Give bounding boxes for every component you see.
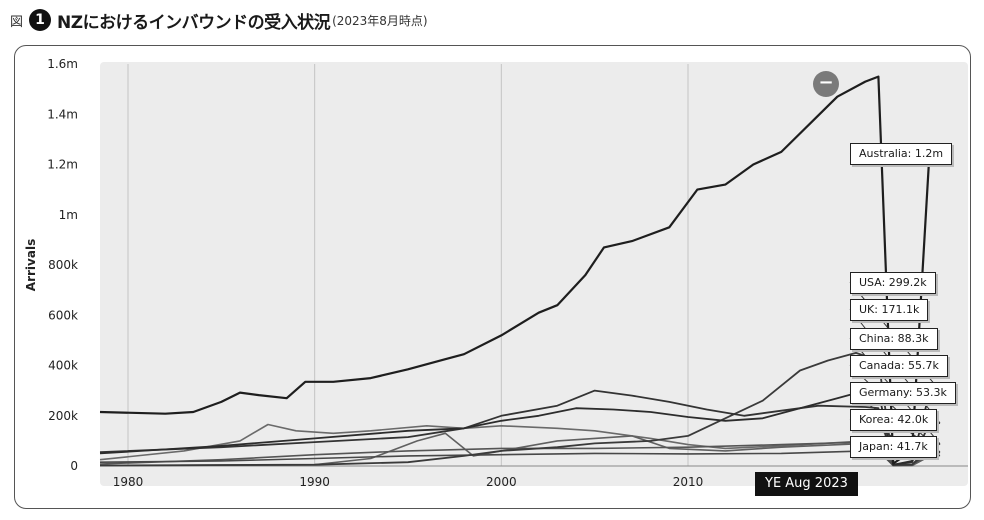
figure-label: 図 [10, 14, 24, 30]
y-axis-label: Arrivals [24, 239, 38, 291]
plot-area [100, 62, 968, 486]
series-label-germany: Germany: 53.3k [850, 382, 956, 404]
y-tick-label: 400k [48, 359, 78, 373]
y-tick-label: 200k [48, 409, 78, 423]
line-chart: 0 200k 400k 600k 800k 1m 1.2m 1.4m 1.6m 1980 1990 2… [24, 57, 968, 489]
series-label-canada: Canada: 55.7k [850, 355, 948, 377]
series-line-australia [99, 75, 941, 465]
chart-title: NZにおけるインバウンドの受入状況 [57, 12, 331, 33]
period-badge: YE Aug 2023 [755, 472, 858, 496]
chart-date-note: (2023年8月時点) [332, 13, 428, 28]
series-label-usa: USA: 299.2k [850, 272, 936, 294]
series-line-uk [99, 389, 941, 466]
series-line-usa [99, 389, 941, 466]
y-tick-label: 1.6m [47, 57, 78, 71]
series-label-japan: Japan: 41.7k [850, 436, 937, 458]
series-label-china: China: 88.3k [850, 328, 938, 350]
y-tick-label: 1.4m [47, 107, 78, 121]
chart-frame: 0 200k 400k 600k 800k 1m 1.2m 1.4m 1.6m 1980 1990 2… [14, 45, 971, 509]
y-tick-label: 800k [48, 258, 78, 272]
y-tick-label: 0 [70, 459, 78, 473]
x-tick-label: 1980 [113, 475, 144, 489]
x-tick-label: 2000 [486, 475, 517, 489]
x-tick-label: 2010 [673, 475, 704, 489]
figure-number-badge: 1 [29, 9, 52, 31]
series-line-canada [99, 450, 941, 467]
collapse-button[interactable]: − [813, 71, 839, 97]
series-label-uk: UK: 171.1k [850, 299, 929, 321]
y-tick-label: 600k [48, 308, 78, 322]
series-label-korea: Korea: 42.0k [850, 409, 938, 431]
y-tick-label: 1m [59, 208, 78, 222]
y-tick-label: 1.2m [47, 158, 78, 172]
x-tick-label: 1990 [299, 475, 330, 489]
series-label-australia: Australia: 1.2m [850, 143, 953, 165]
figure-header: 図 1 NZにおけるインバウンドの受入状況 (2023年8月時点) [10, 6, 428, 34]
